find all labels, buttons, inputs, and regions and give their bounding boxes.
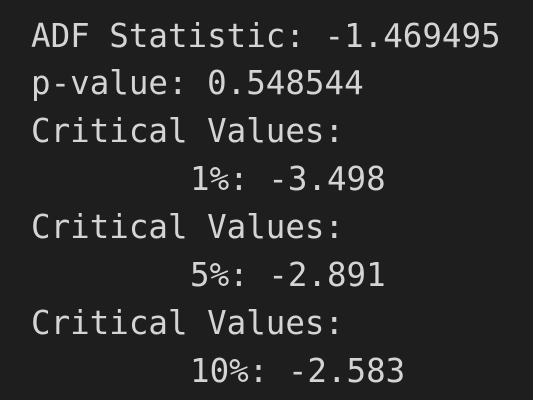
output-line: p-value: 0.548544	[31, 64, 364, 102]
output-line: Critical Values:	[31, 208, 345, 246]
output-line: 1%: -3.498	[190, 160, 386, 198]
output-line: ADF Statistic: -1.469495	[31, 17, 501, 55]
output-line: Critical Values:	[31, 112, 345, 150]
output-line: 10%: -2.583	[190, 352, 406, 390]
output-line: Critical Values:	[31, 304, 345, 342]
output-line: 5%: -2.891	[190, 256, 386, 294]
